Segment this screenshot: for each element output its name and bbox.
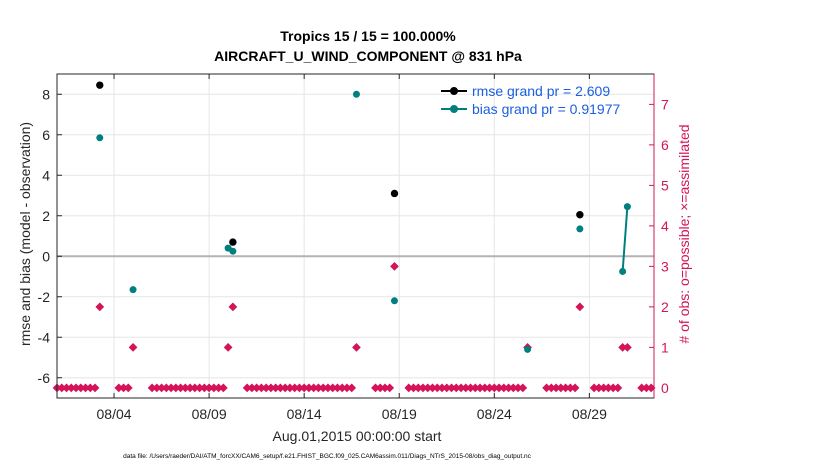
bias-point [390, 297, 398, 305]
y-tick-label: 6 [42, 127, 50, 143]
y2-axis-label: # of obs: o=possible; ×=assimilated [676, 124, 692, 343]
x-tick-label: 08/24 [477, 406, 512, 422]
x-tick-label: 08/04 [97, 406, 132, 422]
rmse-point [390, 189, 399, 198]
obs-count-point [390, 262, 399, 271]
y-tick-label: -4 [38, 329, 51, 345]
axes: 08/04 08/09 08/14 08/19 08/24 08/29 -6 -4 -2 0 2 4 6… [38, 74, 669, 422]
obs-count-point [95, 302, 105, 312]
y-tick-label: 0 [42, 248, 50, 264]
plot-marks [52, 81, 656, 393]
obs-count-point [518, 383, 528, 393]
obs-count-point [218, 383, 228, 393]
y-axis-label: rmse and bias (model - observation) [17, 122, 33, 346]
y2-tick-label: 0 [661, 380, 669, 396]
y2-tick-label: 2 [661, 299, 669, 315]
y-tick-label: -2 [38, 289, 51, 305]
bias-point [352, 90, 360, 98]
y-tick-label: 8 [42, 86, 50, 102]
rmse-point [229, 238, 237, 246]
y2-tick-label: 1 [661, 339, 669, 355]
bias-point [129, 286, 137, 294]
y2-tick-label: 5 [661, 177, 669, 193]
y2-tick-label: 4 [661, 218, 669, 234]
obs-count-point [228, 302, 238, 312]
chart-subtitle: AIRCRAFT_U_WIND_COMPONENT @ 831 hPa [214, 48, 522, 64]
y-tick-label: 2 [42, 208, 50, 224]
bias-point [96, 134, 104, 142]
rmse-point [576, 211, 584, 219]
legend: rmse grand pr = 2.609 bias grand pr = 0.… [441, 83, 620, 117]
bias-line-segment [621, 206, 629, 272]
obs-count-point [570, 383, 580, 393]
bias-point [576, 225, 584, 233]
obs-count-point [623, 343, 632, 352]
legend-rmse-label: rmse grand pr = 2.609 [472, 83, 610, 99]
bias-point [623, 203, 631, 211]
x-tick-label: 08/09 [192, 406, 227, 422]
obs-count-point [613, 383, 623, 393]
y-tick-label: -6 [38, 370, 51, 386]
obs-count-point [123, 383, 133, 393]
legend-bias-marker [450, 105, 458, 113]
x-tick-label: 08/29 [572, 406, 607, 422]
rmse-point [96, 81, 104, 89]
obs-count-point [575, 302, 585, 312]
bias-point [619, 267, 627, 275]
x-tick-label: 08/19 [382, 406, 417, 422]
bias-point [524, 345, 532, 353]
x-tick-label: 08/14 [287, 406, 322, 422]
obs-count-point [128, 343, 138, 352]
bias-point [229, 247, 237, 255]
obs-count-point [385, 383, 395, 393]
obs-count-point [90, 383, 100, 393]
data-file-footer: data file: /Users/raeder/DAI/ATM_forcXX/… [123, 453, 532, 460]
y2-tick-label: 6 [661, 137, 669, 153]
legend-rmse-marker [450, 87, 458, 95]
obs-count-point [347, 383, 357, 393]
obs-count-point [223, 343, 233, 352]
chart-title: Tropics 15 / 15 = 100.000% [280, 28, 456, 44]
y-tick-label: 4 [42, 167, 50, 183]
x-axis-label: Aug.01,2015 00:00:00 start [273, 428, 442, 444]
y2-tick-label: 3 [661, 258, 669, 274]
obs-count-point [352, 343, 361, 352]
y2-tick-label: 7 [661, 96, 669, 112]
legend-bias-label: bias grand pr = 0.91977 [472, 101, 620, 117]
